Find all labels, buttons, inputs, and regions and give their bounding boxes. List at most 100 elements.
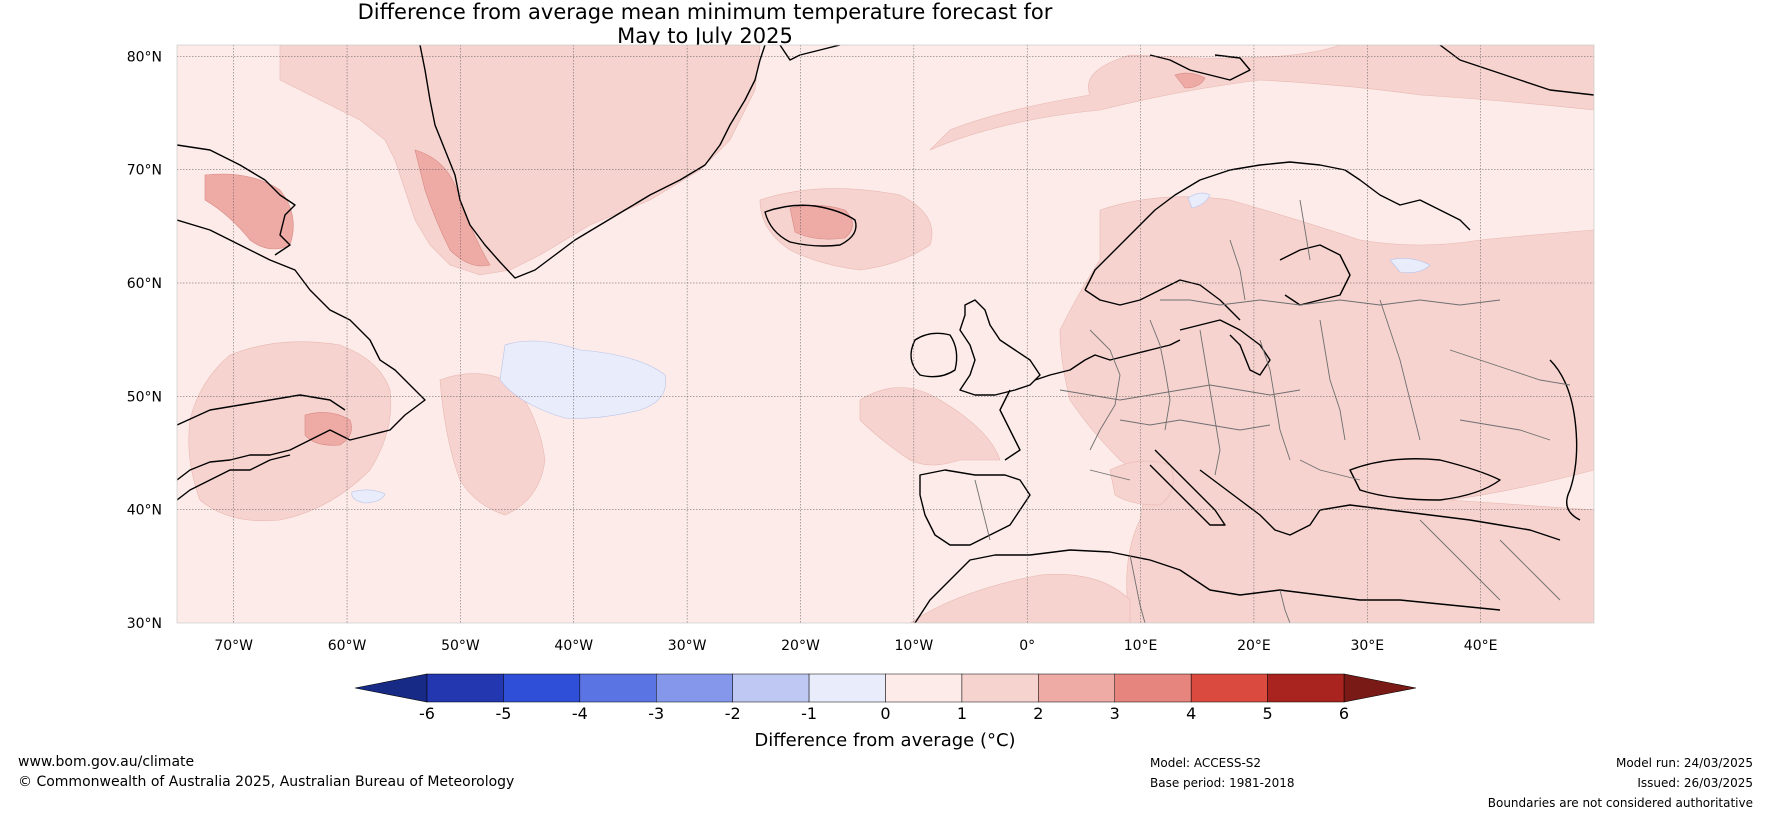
title-line-1: Difference from average mean minimum tem…	[357, 0, 1053, 24]
longitude-tick-label: 50°W	[441, 638, 480, 654]
north-sea-arctic-region	[929, 45, 1594, 151]
baltic-coast	[1179, 319, 1271, 376]
eastern-canada-region	[188, 341, 392, 522]
longitude-tick-label: 40°W	[554, 638, 593, 654]
colorbar-tick-label: -6	[419, 704, 435, 723]
map-border	[176, 44, 1595, 624]
finland-coast	[1279, 244, 1351, 306]
iceland-coast	[764, 204, 857, 247]
black-sea-coast	[1349, 458, 1501, 501]
colorbar-segment	[503, 673, 581, 703]
longitude-tick-label: 10°W	[895, 638, 934, 654]
colorbar-segment	[426, 673, 504, 703]
latitude-tick-label: 70°N	[127, 163, 162, 179]
colorbar-segment	[1038, 673, 1116, 703]
france-coast	[999, 389, 1021, 461]
map-title: Difference from average mean minimum tem…	[0, 0, 1410, 48]
iberia-west-region	[859, 387, 1001, 466]
newfoundland-hotspot	[304, 412, 352, 446]
colorbar-tick-label: 0	[880, 704, 890, 723]
britain-coast	[959, 299, 1041, 396]
colorbar-label: Difference from average (°C)	[754, 730, 1016, 751]
country-borders	[974, 199, 1571, 623]
anomaly-2-3-regions	[204, 72, 1206, 446]
longitude-tick-label: 20°E	[1237, 638, 1271, 654]
anomaly-1-2-regions	[188, 45, 1594, 623]
latitude-tick-label: 50°N	[127, 389, 162, 405]
colorbar-tick-label: 5	[1262, 704, 1272, 723]
colorbar-segment	[732, 673, 810, 703]
colorbar-over-extension	[1343, 673, 1417, 703]
svalbard-hotspot	[1174, 72, 1206, 89]
norway-south-coast	[1084, 279, 1241, 321]
colorbar-segment	[808, 673, 886, 703]
italy-coast	[1149, 449, 1226, 526]
longitude-tick-label: 30°W	[668, 638, 707, 654]
scandinavia-russia-region	[1059, 196, 1594, 623]
baffin-coast	[177, 144, 296, 256]
map-frame	[177, 45, 1594, 623]
colorbar-segment	[656, 673, 733, 703]
copyright-text: © Commonwealth of Australia 2025, Austra…	[18, 774, 515, 790]
greenland-coast	[419, 45, 766, 279]
west-greenland-hotspot	[414, 149, 491, 267]
disclaimer-text: Boundaries are not considered authoritat…	[1487, 796, 1753, 810]
longitude-labels: 70°W 60°W 50°W 40°W 30°W 20°W 10°W 0° 10°E 20°E 30…	[214, 638, 1497, 654]
europe-atlantic-coast	[1034, 339, 1181, 381]
issued-text: Issued: 26/03/2025	[1637, 776, 1753, 790]
latitude-tick-label: 30°N	[127, 616, 162, 632]
website-text: www.bom.gov.au/climate	[18, 754, 195, 770]
north-africa-coast	[914, 549, 1501, 623]
colorbar-tick-label: 1	[957, 704, 967, 723]
novaya-zemlya-coast	[1439, 45, 1594, 96]
norway-cool-region	[1187, 192, 1211, 209]
colorbar-segment	[961, 673, 1039, 703]
turkey-coast	[1319, 504, 1561, 541]
longitude-tick-label: 60°W	[328, 638, 367, 654]
coastlines	[177, 45, 1594, 623]
gulf-bothnia-cool-region	[1389, 258, 1431, 273]
longitude-tick-label: 40°E	[1464, 638, 1498, 654]
ireland-coast	[910, 332, 958, 378]
scandinavia-coast	[1084, 161, 1471, 291]
latitude-labels: 80°N 70°N 60°N 50°N 40°N 30°N	[127, 49, 162, 632]
gulf-st-lawrence-coast	[177, 394, 346, 426]
balkans-coast	[1199, 469, 1321, 536]
longitude-tick-label: 70°W	[214, 638, 253, 654]
colorbar-tick-label: 2	[1033, 704, 1043, 723]
latitude-tick-label: 80°N	[127, 49, 162, 65]
colorbar-tick-label: -5	[495, 704, 511, 723]
small-cool-region	[351, 489, 386, 504]
colorbar-under-extension	[354, 673, 428, 703]
colorbar-tick-labels: -6 -5 -4 -3 -2 -1 0 1 2 3 4 5 6	[419, 704, 1349, 723]
iceland-hotspot	[789, 205, 853, 240]
colorbar-tick-label: -2	[725, 704, 741, 723]
model-run-text: Model run: 24/03/2025	[1615, 756, 1753, 770]
colorbar	[354, 673, 1417, 703]
base-period-text: Base period: 1981-2018	[1150, 776, 1295, 790]
colorbar-tick-label: 4	[1186, 704, 1196, 723]
colorbar-tick-label: 6	[1339, 704, 1349, 723]
graticule	[177, 45, 1594, 623]
svalbard-coast	[1149, 54, 1251, 81]
iberia-coast	[919, 469, 1031, 546]
colorbar-segment	[579, 673, 657, 703]
longitude-tick-label: 20°W	[781, 638, 820, 654]
longitude-tick-label: 0°	[1019, 638, 1035, 654]
colorbar-segment	[1114, 673, 1192, 703]
labrador-coast	[177, 219, 426, 481]
north-africa-region	[909, 574, 1131, 623]
title-line-2: May to July 2025	[617, 24, 793, 48]
colorbar-tick-label: -1	[801, 704, 817, 723]
colorbar-tick-label: 3	[1110, 704, 1120, 723]
colorbar-segment	[1190, 673, 1268, 703]
model-text: Model: ACCESS-S2	[1150, 756, 1262, 770]
longitude-tick-label: 30°E	[1350, 638, 1384, 654]
maine-coast	[177, 454, 291, 501]
latitude-tick-label: 40°N	[127, 503, 162, 519]
latitude-tick-label: 60°N	[127, 276, 162, 292]
greenland-east-coast	[779, 45, 841, 61]
colorbar-segment	[885, 673, 963, 703]
colorbar-tick-label: -3	[648, 704, 664, 723]
